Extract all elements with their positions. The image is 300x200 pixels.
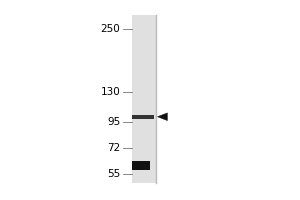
- Text: 55: 55: [107, 169, 120, 179]
- Text: 95: 95: [107, 117, 120, 127]
- Text: 72: 72: [107, 143, 120, 153]
- Text: 130: 130: [100, 87, 120, 97]
- Polygon shape: [158, 113, 167, 121]
- Bar: [132, 161, 150, 170]
- Bar: [132, 115, 154, 119]
- Text: 250: 250: [100, 24, 120, 34]
- Bar: [132, 15, 156, 183]
